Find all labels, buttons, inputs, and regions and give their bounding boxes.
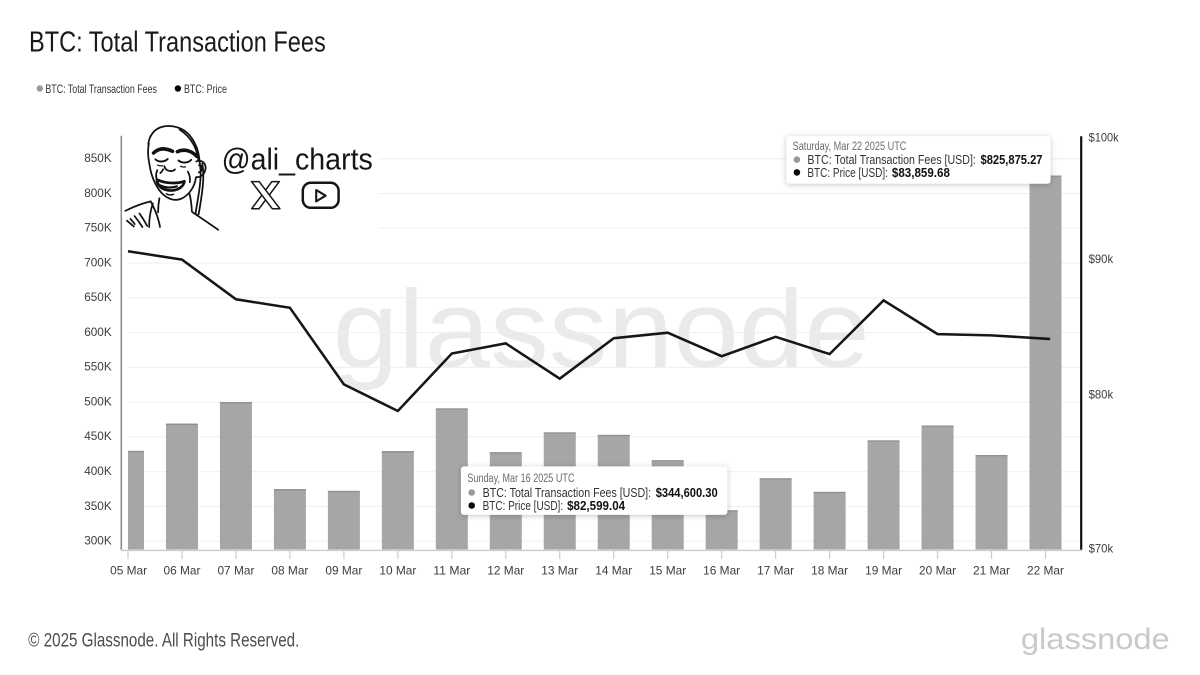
svg-text:18 Mar: 18 Mar bbox=[811, 563, 848, 577]
svg-text:15 Mar: 15 Mar bbox=[649, 563, 686, 577]
svg-text:BTC: Total Transaction Fees [U: BTC: Total Transaction Fees [USD]: bbox=[807, 153, 976, 167]
svg-text:700K: 700K bbox=[84, 255, 112, 269]
svg-text:Saturday, Mar 22 2025 UTC: Saturday, Mar 22 2025 UTC bbox=[793, 141, 907, 153]
svg-text:glassnode: glassnode bbox=[333, 268, 870, 391]
svg-text:21 Mar: 21 Mar bbox=[973, 563, 1010, 577]
svg-text:glassnode: glassnode bbox=[1021, 623, 1170, 656]
svg-text:BTC: Total Transaction Fees: BTC: Total Transaction Fees bbox=[29, 27, 326, 59]
svg-text:© 2025 Glassnode. All Rights R: © 2025 Glassnode. All Rights Reserved. bbox=[28, 630, 299, 651]
svg-text:14 Mar: 14 Mar bbox=[595, 563, 632, 577]
svg-text:$344,600.30: $344,600.30 bbox=[656, 486, 718, 500]
svg-text:12 Mar: 12 Mar bbox=[487, 563, 524, 577]
svg-text:$825,875.27: $825,875.27 bbox=[981, 153, 1043, 167]
svg-text:16 Mar: 16 Mar bbox=[703, 563, 740, 577]
svg-text:400K: 400K bbox=[84, 464, 112, 478]
svg-text:08 Mar: 08 Mar bbox=[271, 563, 308, 577]
svg-text:$100k: $100k bbox=[1089, 131, 1120, 145]
svg-text:450K: 450K bbox=[84, 429, 112, 443]
svg-text:11 Mar: 11 Mar bbox=[433, 563, 470, 577]
svg-text:850K: 850K bbox=[84, 151, 112, 165]
svg-text:500K: 500K bbox=[84, 395, 112, 409]
svg-text:13 Mar: 13 Mar bbox=[541, 563, 578, 577]
svg-text:BTC: Total Transaction Fees: BTC: Total Transaction Fees bbox=[45, 82, 156, 96]
svg-text:BTC: Price [USD]:: BTC: Price [USD]: bbox=[807, 166, 888, 180]
svg-text:09 Mar: 09 Mar bbox=[325, 563, 362, 577]
svg-text:600K: 600K bbox=[84, 325, 112, 339]
svg-text:$80k: $80k bbox=[1089, 388, 1114, 402]
svg-text:06 Mar: 06 Mar bbox=[163, 563, 200, 577]
svg-text:350K: 350K bbox=[84, 499, 112, 513]
svg-text:300K: 300K bbox=[84, 534, 112, 548]
svg-text:Sunday, Mar 16 2025 UTC: Sunday, Mar 16 2025 UTC bbox=[467, 473, 574, 485]
svg-text:550K: 550K bbox=[84, 360, 112, 374]
svg-text:BTC: Total Transaction Fees [U: BTC: Total Transaction Fees [USD]: bbox=[483, 486, 651, 500]
svg-text:07 Mar: 07 Mar bbox=[217, 563, 254, 577]
svg-text:17 Mar: 17 Mar bbox=[757, 563, 794, 577]
svg-text:BTC: Price [USD]:: BTC: Price [USD]: bbox=[483, 499, 563, 513]
svg-text:20 Mar: 20 Mar bbox=[919, 563, 956, 577]
svg-text:$82,599.04: $82,599.04 bbox=[567, 499, 625, 513]
svg-text:05 Mar: 05 Mar bbox=[110, 563, 147, 577]
svg-text:$90k: $90k bbox=[1089, 252, 1114, 266]
svg-text:$83,859.68: $83,859.68 bbox=[892, 166, 950, 180]
svg-text:750K: 750K bbox=[84, 221, 112, 235]
svg-text:22 Mar: 22 Mar bbox=[1027, 563, 1064, 577]
svg-text:BTC: Price: BTC: Price bbox=[184, 82, 227, 96]
svg-text:@ali_charts: @ali_charts bbox=[222, 141, 373, 176]
svg-text:800K: 800K bbox=[84, 186, 112, 200]
svg-text:10 Mar: 10 Mar bbox=[379, 563, 416, 577]
svg-text:650K: 650K bbox=[84, 290, 112, 304]
svg-text:$70k: $70k bbox=[1089, 542, 1114, 556]
svg-text:19 Mar: 19 Mar bbox=[865, 563, 902, 577]
